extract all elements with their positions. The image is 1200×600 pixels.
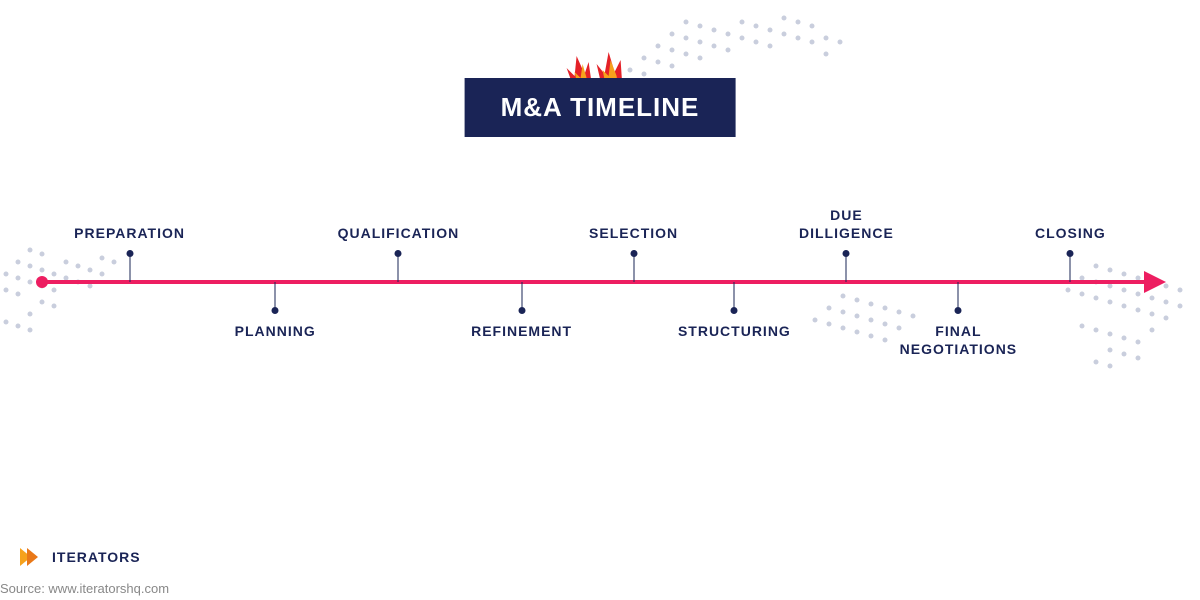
page-title: M&A TIMELINE — [465, 78, 736, 137]
timeline-line — [40, 280, 1150, 284]
step-label: PLANNING — [185, 322, 365, 340]
tick-line — [958, 282, 959, 310]
tick-line — [521, 282, 522, 310]
footer-brand: ITERATORS — [18, 544, 141, 570]
tick-line — [1070, 250, 1071, 282]
tick-line — [398, 250, 399, 282]
timeline-start-dot — [36, 276, 48, 288]
source-text: Source: www.iteratorshq.com — [0, 581, 169, 596]
timeline-arrowhead — [1144, 271, 1166, 293]
tick-line — [633, 250, 634, 282]
footer-brand-text: ITERATORS — [52, 549, 141, 565]
tick-line — [734, 282, 735, 310]
step-label: PREPARATION — [40, 224, 220, 242]
iterators-logo-icon — [18, 544, 44, 570]
step-label: QUALIFICATION — [308, 224, 488, 242]
dots-deco-left — [0, 234, 130, 344]
title-container: M&A TIMELINE — [465, 78, 736, 137]
tick-line — [129, 250, 130, 282]
step-label: REFINEMENT — [432, 322, 612, 340]
step-label: CLOSING — [980, 224, 1160, 242]
step-label: STRUCTURING — [644, 322, 824, 340]
step-label: FINAL NEGOTIATIONS — [868, 322, 1048, 358]
tick-line — [846, 250, 847, 282]
dots-deco-right — [1058, 250, 1198, 380]
tick-line — [275, 282, 276, 310]
step-label: DUE DILLIGENCE — [756, 206, 936, 242]
step-label: SELECTION — [544, 224, 724, 242]
